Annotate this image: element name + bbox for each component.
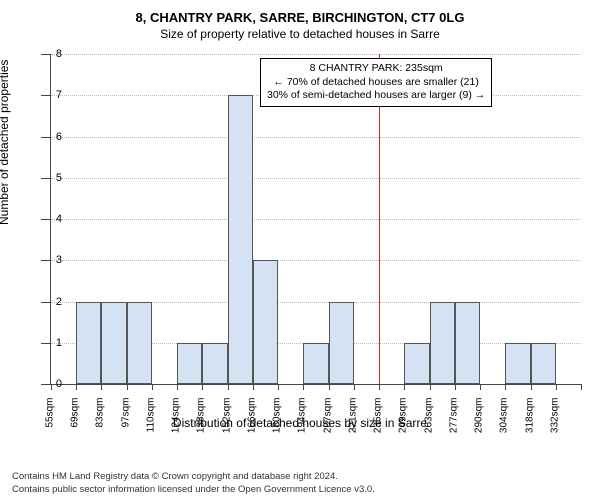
grid-line — [51, 178, 581, 179]
x-tick — [505, 384, 506, 390]
x-tick — [480, 384, 481, 390]
footnote-line-1: Contains HM Land Registry data © Crown c… — [12, 471, 375, 483]
x-tick-label: 110sqm — [145, 398, 156, 448]
x-tick — [329, 384, 330, 390]
y-tick-label: 8 — [32, 48, 62, 60]
chart-title-sub: Size of property relative to detached ho… — [0, 27, 600, 41]
x-tick-label: 249sqm — [398, 398, 409, 448]
histogram-bar — [253, 260, 278, 384]
x-tick-label: 83sqm — [95, 398, 106, 448]
x-tick — [177, 384, 178, 390]
x-tick-label: 138sqm — [196, 398, 207, 448]
histogram-bar — [202, 343, 227, 384]
y-tick-label: 2 — [32, 296, 62, 308]
x-tick-label: 332sqm — [549, 398, 560, 448]
grid-line — [51, 219, 581, 220]
chart-title-main: 8, CHANTRY PARK, SARRE, BIRCHINGTON, CT7… — [0, 10, 600, 25]
x-tick — [278, 384, 279, 390]
x-tick-label: 97sqm — [120, 398, 131, 448]
grid-line — [51, 260, 581, 261]
y-tick-label: 1 — [32, 337, 62, 349]
x-tick-label: 277sqm — [448, 398, 459, 448]
x-tick — [76, 384, 77, 390]
y-tick-label: 4 — [32, 213, 62, 225]
y-tick-label: 7 — [32, 89, 62, 101]
histogram-bar — [228, 95, 253, 384]
property-size-chart: 8, CHANTRY PARK, SARRE, BIRCHINGTON, CT7… — [0, 8, 600, 448]
x-tick-label: 290sqm — [474, 398, 485, 448]
x-tick-label: 166sqm — [246, 398, 257, 448]
x-tick — [354, 384, 355, 390]
x-tick-label: 235sqm — [373, 398, 384, 448]
histogram-bar — [505, 343, 530, 384]
x-tick — [556, 384, 557, 390]
x-tick — [202, 384, 203, 390]
x-tick — [404, 384, 405, 390]
y-tick-label: 6 — [32, 131, 62, 143]
x-tick-label: 69sqm — [70, 398, 81, 448]
histogram-bar — [101, 302, 126, 385]
y-tick-label: 3 — [32, 254, 62, 266]
histogram-bar — [76, 302, 101, 385]
annotation-line-2: ← 70% of detached houses are smaller (21… — [267, 76, 485, 90]
x-tick — [253, 384, 254, 390]
x-tick-label: 318sqm — [524, 398, 535, 448]
x-tick-label: 152sqm — [221, 398, 232, 448]
grid-line — [51, 137, 581, 138]
histogram-bar — [329, 302, 354, 385]
x-tick — [228, 384, 229, 390]
histogram-bar — [127, 302, 152, 385]
x-tick-label: 263sqm — [423, 398, 434, 448]
histogram-bar — [430, 302, 455, 385]
x-tick — [531, 384, 532, 390]
histogram-bar — [303, 343, 328, 384]
x-tick — [430, 384, 431, 390]
footnote: Contains HM Land Registry data © Crown c… — [12, 471, 375, 496]
y-tick-label: 0 — [32, 378, 62, 390]
x-tick — [455, 384, 456, 390]
x-tick-label: 221sqm — [347, 398, 358, 448]
y-tick-label: 5 — [32, 172, 62, 184]
x-tick-label: 304sqm — [499, 398, 510, 448]
x-tick-label: 124sqm — [171, 398, 182, 448]
annotation-box: 8 CHANTRY PARK: 235sqm ← 70% of detached… — [260, 58, 492, 107]
grid-line — [51, 54, 581, 55]
x-tick — [581, 384, 582, 390]
x-tick-label: 207sqm — [322, 398, 333, 448]
x-tick — [127, 384, 128, 390]
x-tick — [379, 384, 380, 390]
histogram-bar — [404, 343, 429, 384]
histogram-bar — [177, 343, 202, 384]
x-tick — [303, 384, 304, 390]
x-tick-label: 194sqm — [297, 398, 308, 448]
y-axis-label: Number of detached properties — [0, 60, 11, 225]
annotation-line-3: 30% of semi-detached houses are larger (… — [267, 89, 485, 103]
x-tick-label: 55sqm — [45, 398, 56, 448]
x-tick-label: 180sqm — [272, 398, 283, 448]
x-tick — [152, 384, 153, 390]
histogram-bar — [531, 343, 556, 384]
x-tick — [101, 384, 102, 390]
histogram-bar — [455, 302, 480, 385]
footnote-line-2: Contains public sector information licen… — [12, 484, 375, 496]
annotation-line-1: 8 CHANTRY PARK: 235sqm — [267, 62, 485, 76]
